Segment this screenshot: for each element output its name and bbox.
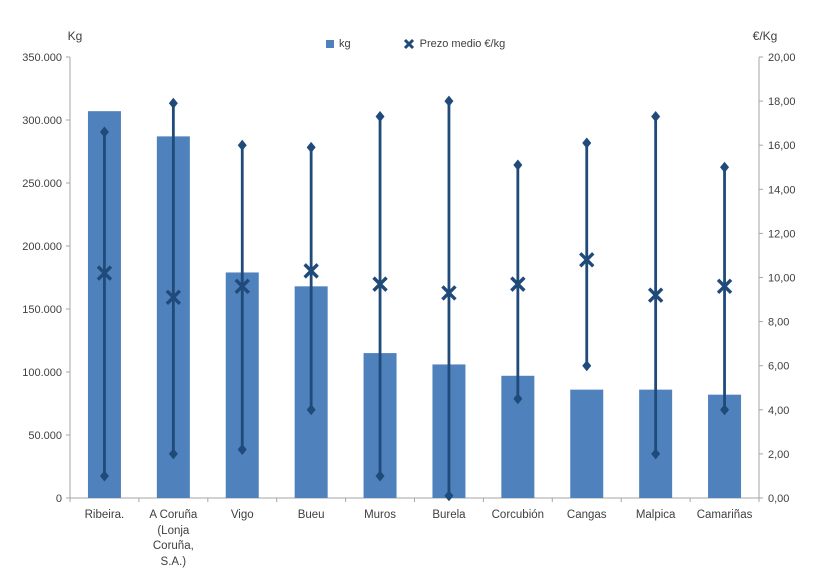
range-low-marker <box>651 448 661 460</box>
mean-price-x-marker <box>165 289 182 306</box>
range-high-marker <box>582 137 592 149</box>
left-axis-tick-label: 50.000 <box>28 430 62 442</box>
right-axis-tick-label: 14,00 <box>768 184 796 196</box>
range-low-marker <box>306 404 316 416</box>
category-label: Bueu <box>297 509 325 521</box>
x-marker-icon <box>403 38 414 50</box>
category-label: Vigo <box>230 509 254 521</box>
right-axis-tick-label: 18,00 <box>768 96 796 108</box>
left-axis-tick-label: 300.000 <box>22 115 62 127</box>
mean-price-x-marker <box>716 278 733 295</box>
bar-series-swatch-icon <box>326 40 334 48</box>
legend-label: kg <box>339 38 351 50</box>
right-axis-tick-label: 0,00 <box>768 493 789 505</box>
range-high-marker <box>375 111 385 123</box>
legend-item-kg: kg <box>326 38 351 50</box>
range-low-marker <box>582 360 592 372</box>
right-axis-tick-label: 6,00 <box>768 361 789 373</box>
category-label: Corcubión <box>491 509 545 521</box>
category-label: Malpica <box>635 509 676 521</box>
mean-price-x-marker <box>234 278 250 295</box>
legend-item-prezo-medio: Prezo medio €/kg <box>403 38 506 50</box>
left-axis-title: Kg <box>67 29 83 43</box>
legend-label: Prezo medio €/kg <box>419 38 506 50</box>
range-high-marker <box>306 141 316 153</box>
right-axis-tick-label: 16,00 <box>768 140 796 152</box>
mean-price-x-marker <box>303 263 319 279</box>
right-axis-tick-label: 12,00 <box>768 228 796 240</box>
mean-price-x-marker <box>647 287 664 303</box>
legend: kg Prezo medio €/kg <box>326 38 505 50</box>
range-high-marker <box>720 161 730 173</box>
left-axis-tick-label: 250.000 <box>22 178 62 190</box>
left-axis-tick-label: 150.000 <box>22 304 62 316</box>
category-label: Muros <box>364 509 397 521</box>
range-low-marker <box>237 443 247 455</box>
range-high-marker <box>237 139 247 151</box>
category-label: Burela <box>432 509 466 521</box>
range-high-marker <box>444 95 454 107</box>
right-axis-tick-label: 20,00 <box>768 52 796 64</box>
category-label: A Coruña (Lonja Coruña, S.A.) <box>149 509 198 568</box>
right-axis-tick-label: 4,00 <box>768 405 789 417</box>
right-axis-tick-label: 10,00 <box>768 273 796 285</box>
range-low-marker <box>513 393 523 405</box>
left-axis-tick-label: 350.000 <box>22 52 62 64</box>
category-label: Camariñas <box>696 509 753 521</box>
left-axis-tick-label: 200.000 <box>22 241 62 253</box>
range-low-marker <box>720 404 730 416</box>
mean-price-x-marker <box>579 252 595 268</box>
mean-price-x-marker <box>510 276 526 292</box>
range-low-marker <box>99 470 109 482</box>
right-axis-tick-label: 8,00 <box>768 317 789 329</box>
mean-price-x-marker <box>441 285 457 301</box>
bar-kg <box>570 389 604 498</box>
mean-price-x-marker <box>96 265 113 281</box>
range-high-marker <box>99 126 109 138</box>
category-label: Cangas <box>566 509 607 521</box>
right-axis-tick-label: 2,00 <box>768 449 789 461</box>
range-high-marker <box>513 159 523 171</box>
left-axis-tick-label: 100.000 <box>22 367 62 379</box>
range-low-marker <box>168 448 178 460</box>
category-label: Ribeira. <box>84 509 125 521</box>
left-axis-tick-label: 0 <box>56 493 62 505</box>
range-high-marker <box>651 111 661 123</box>
range-low-marker <box>375 470 385 482</box>
right-axis-title: €/Kg <box>752 29 778 43</box>
mean-price-x-marker <box>372 276 388 292</box>
range-low-marker <box>444 490 454 502</box>
range-high-marker <box>168 97 178 109</box>
